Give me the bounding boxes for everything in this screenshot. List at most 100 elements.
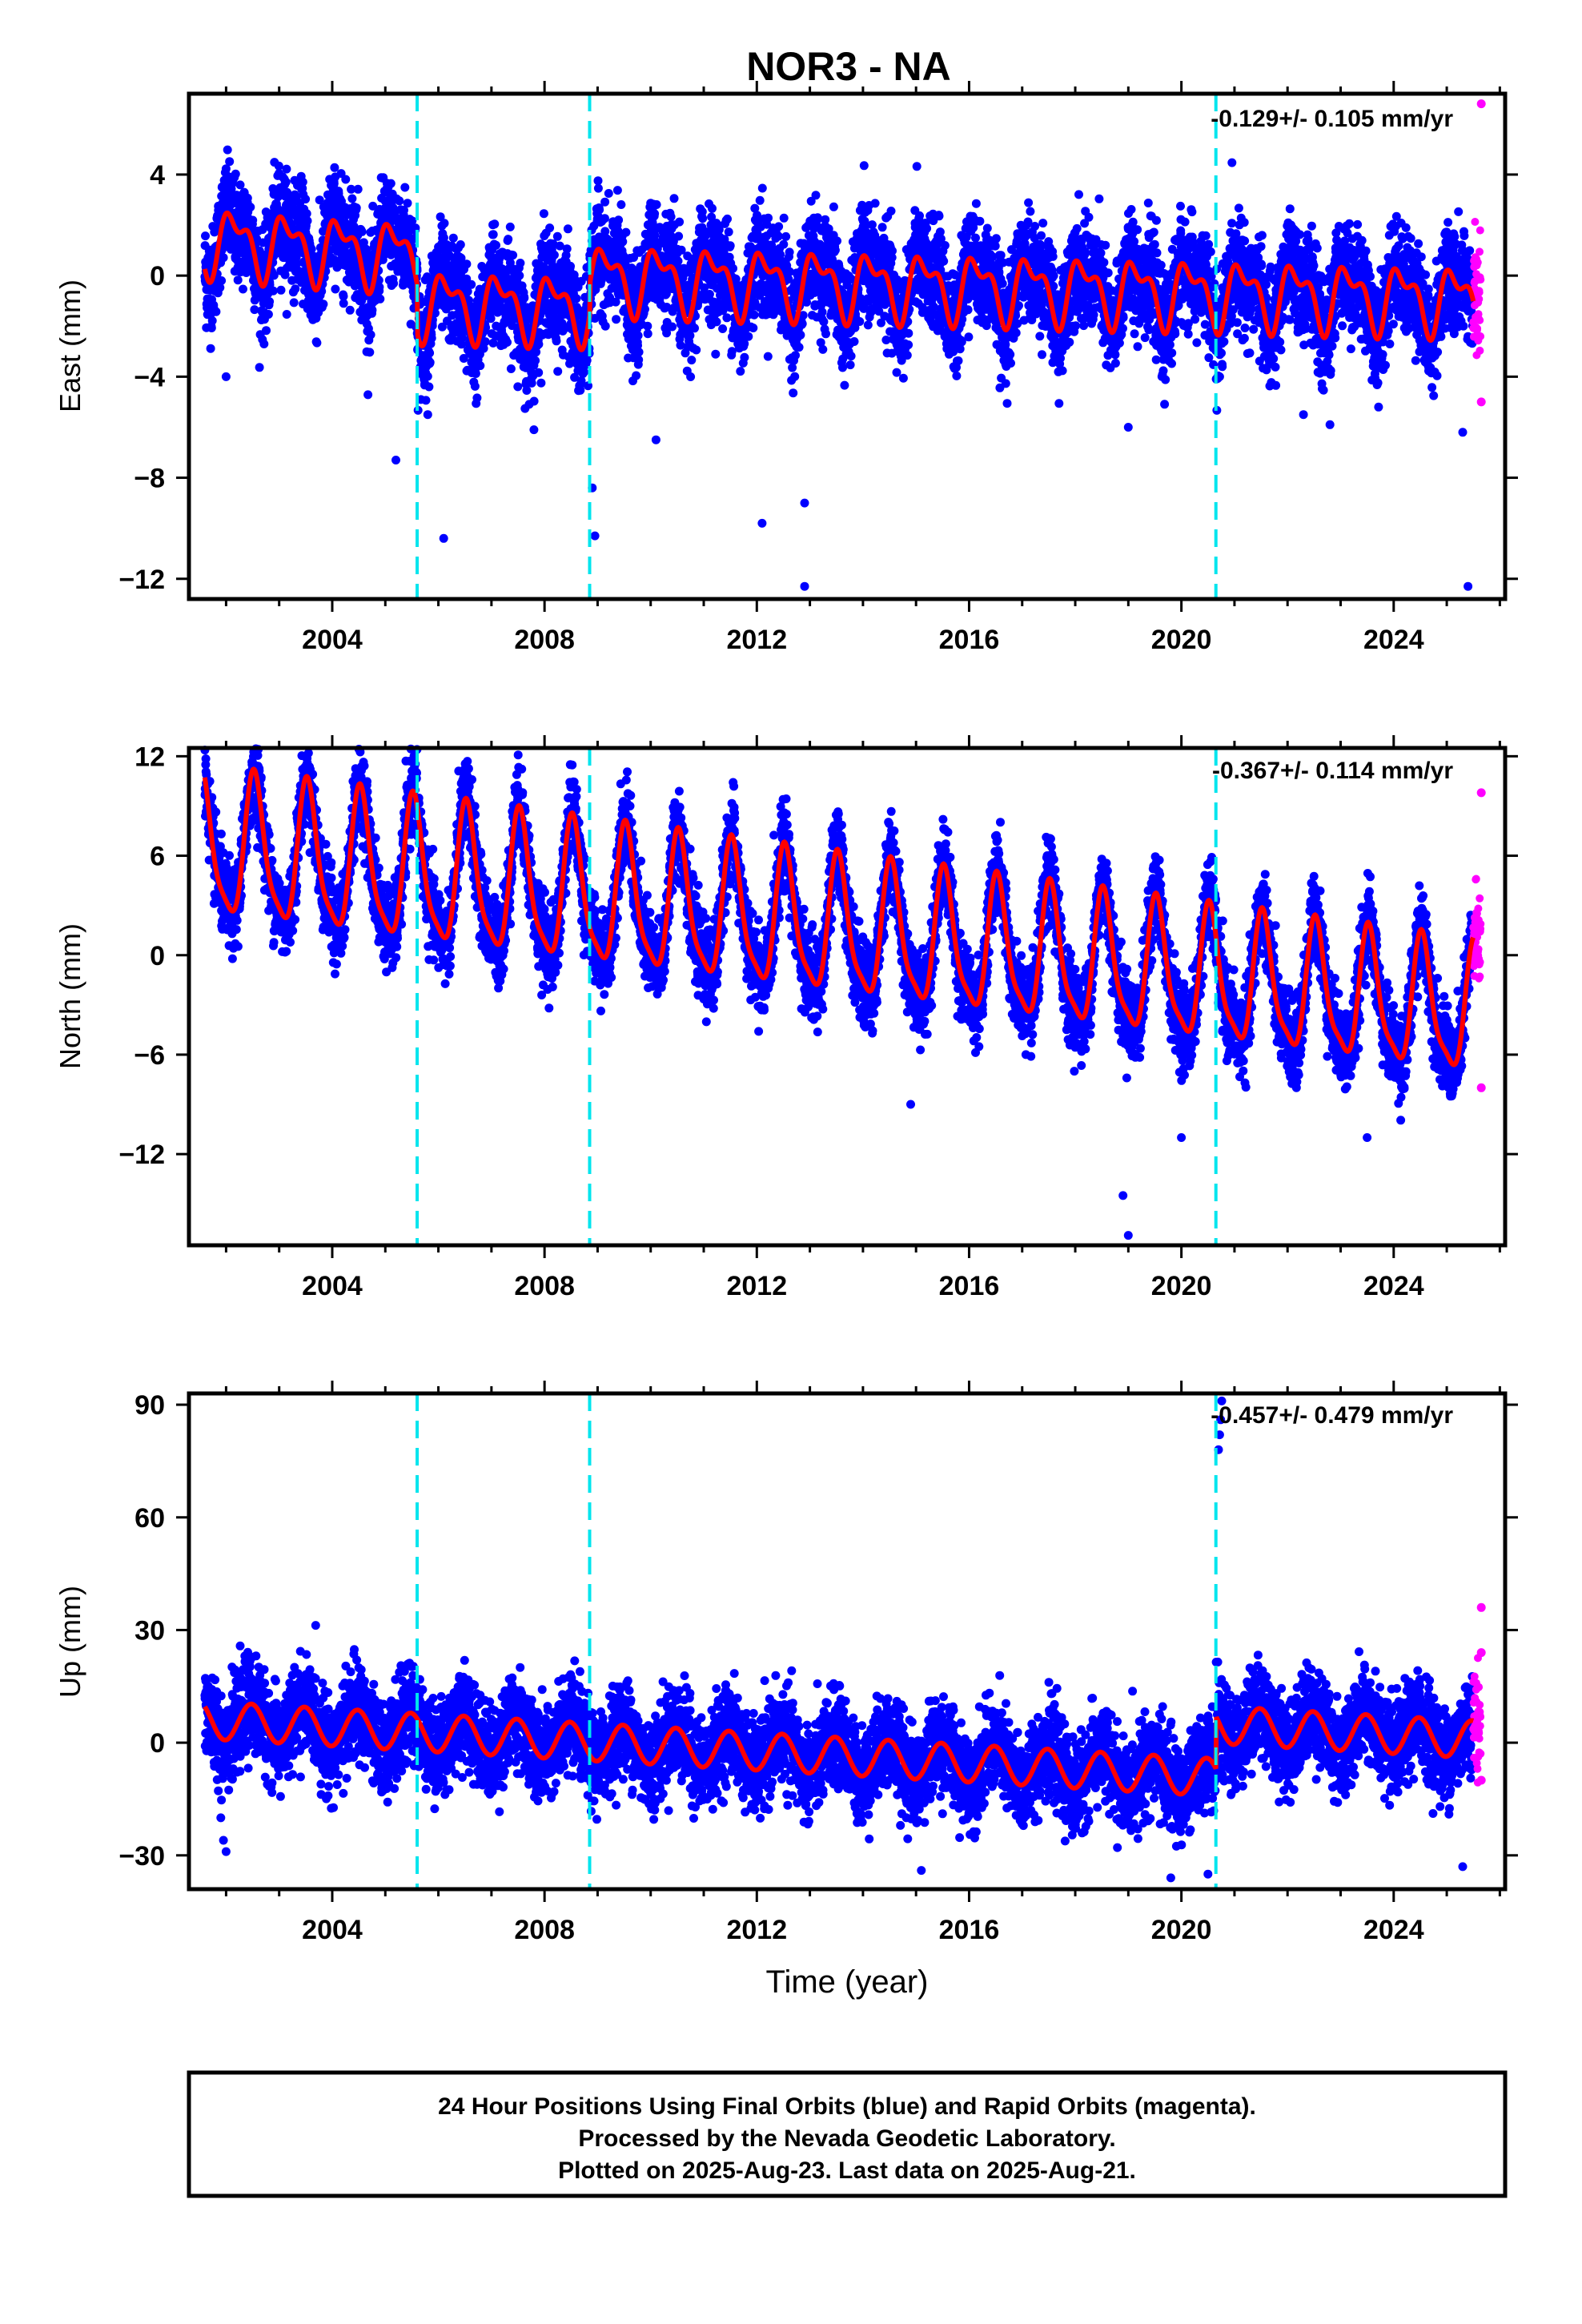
east-point [274, 161, 283, 171]
east-point [508, 251, 518, 260]
east-point [545, 223, 555, 233]
east-point [425, 348, 435, 358]
east-point [830, 245, 840, 255]
east-point [486, 314, 496, 324]
east-point [796, 330, 805, 340]
east-point [604, 189, 613, 198]
east-point [363, 390, 373, 400]
east-point [395, 196, 404, 206]
east-point [666, 212, 676, 222]
east-point [292, 259, 302, 268]
east-point [779, 239, 789, 249]
east-point [971, 199, 981, 208]
east-point [513, 382, 523, 392]
east-point [291, 284, 300, 294]
east-point [813, 213, 822, 223]
east-point [217, 276, 227, 285]
east-point [892, 368, 901, 377]
east-point [467, 279, 476, 289]
east-point [206, 344, 215, 353]
east-point [263, 310, 273, 319]
east-point [952, 371, 962, 380]
east-point [210, 227, 219, 237]
east-point [781, 231, 791, 241]
east-point [863, 320, 873, 330]
east-point [276, 285, 286, 295]
east-point [673, 256, 683, 266]
east-point [838, 363, 847, 372]
east-point [421, 396, 431, 405]
east-point [964, 332, 974, 342]
east-point [516, 259, 525, 267]
east-point [223, 145, 232, 155]
east-point [531, 356, 540, 365]
east-point [534, 368, 544, 377]
east-point [877, 223, 887, 232]
east-point [904, 340, 913, 350]
east-point [503, 337, 512, 347]
east-point [488, 338, 498, 348]
east-point [779, 213, 789, 223]
east-point [529, 396, 539, 406]
east-point [794, 343, 804, 352]
east-point [940, 241, 950, 250]
east-point [652, 200, 661, 209]
east-point [303, 216, 312, 226]
east-point [867, 220, 877, 230]
east-point [886, 207, 896, 215]
east-final-orbit-points [200, 99, 1486, 591]
east-point [269, 271, 279, 280]
east-point [549, 250, 559, 259]
east-point [690, 324, 699, 333]
east-point [817, 308, 827, 317]
east-point [353, 184, 363, 194]
east-point [634, 355, 644, 364]
east-point [492, 240, 500, 250]
east-point [975, 216, 985, 226]
east-point [456, 240, 465, 249]
east-point [692, 345, 701, 355]
east-point [302, 209, 311, 219]
east-point [612, 186, 622, 195]
east-point [821, 329, 830, 339]
east-point [268, 286, 278, 296]
east-point [687, 356, 697, 365]
east-point [888, 246, 897, 255]
east-point [506, 364, 516, 373]
east-point [686, 372, 696, 381]
east-point [731, 274, 741, 283]
east-point [600, 321, 610, 331]
east-point [621, 227, 631, 237]
east-point [922, 223, 932, 233]
east-point [367, 305, 377, 315]
east-point [319, 300, 328, 309]
east-point [632, 371, 641, 380]
east-point [440, 219, 449, 228]
east-point [829, 202, 838, 211]
east-point [357, 227, 367, 236]
east-point [448, 233, 458, 243]
east-point [939, 256, 949, 266]
east-point [476, 361, 485, 371]
east-point [668, 322, 677, 332]
east-point [650, 209, 660, 219]
east-point [849, 337, 859, 346]
east-point [345, 305, 355, 315]
east-point [669, 194, 679, 203]
east-point [712, 317, 721, 327]
east-point [534, 340, 544, 349]
east-point [763, 352, 773, 361]
east-point [207, 316, 217, 325]
east-point [289, 298, 299, 308]
east-point [301, 195, 311, 204]
east-point [331, 284, 340, 294]
east-point [643, 329, 652, 339]
east-point [231, 169, 240, 179]
east-point [870, 199, 880, 208]
east-point [705, 289, 714, 299]
east-point [375, 294, 385, 304]
east-point [736, 367, 745, 376]
east-point [846, 352, 856, 361]
east-point [675, 217, 685, 227]
